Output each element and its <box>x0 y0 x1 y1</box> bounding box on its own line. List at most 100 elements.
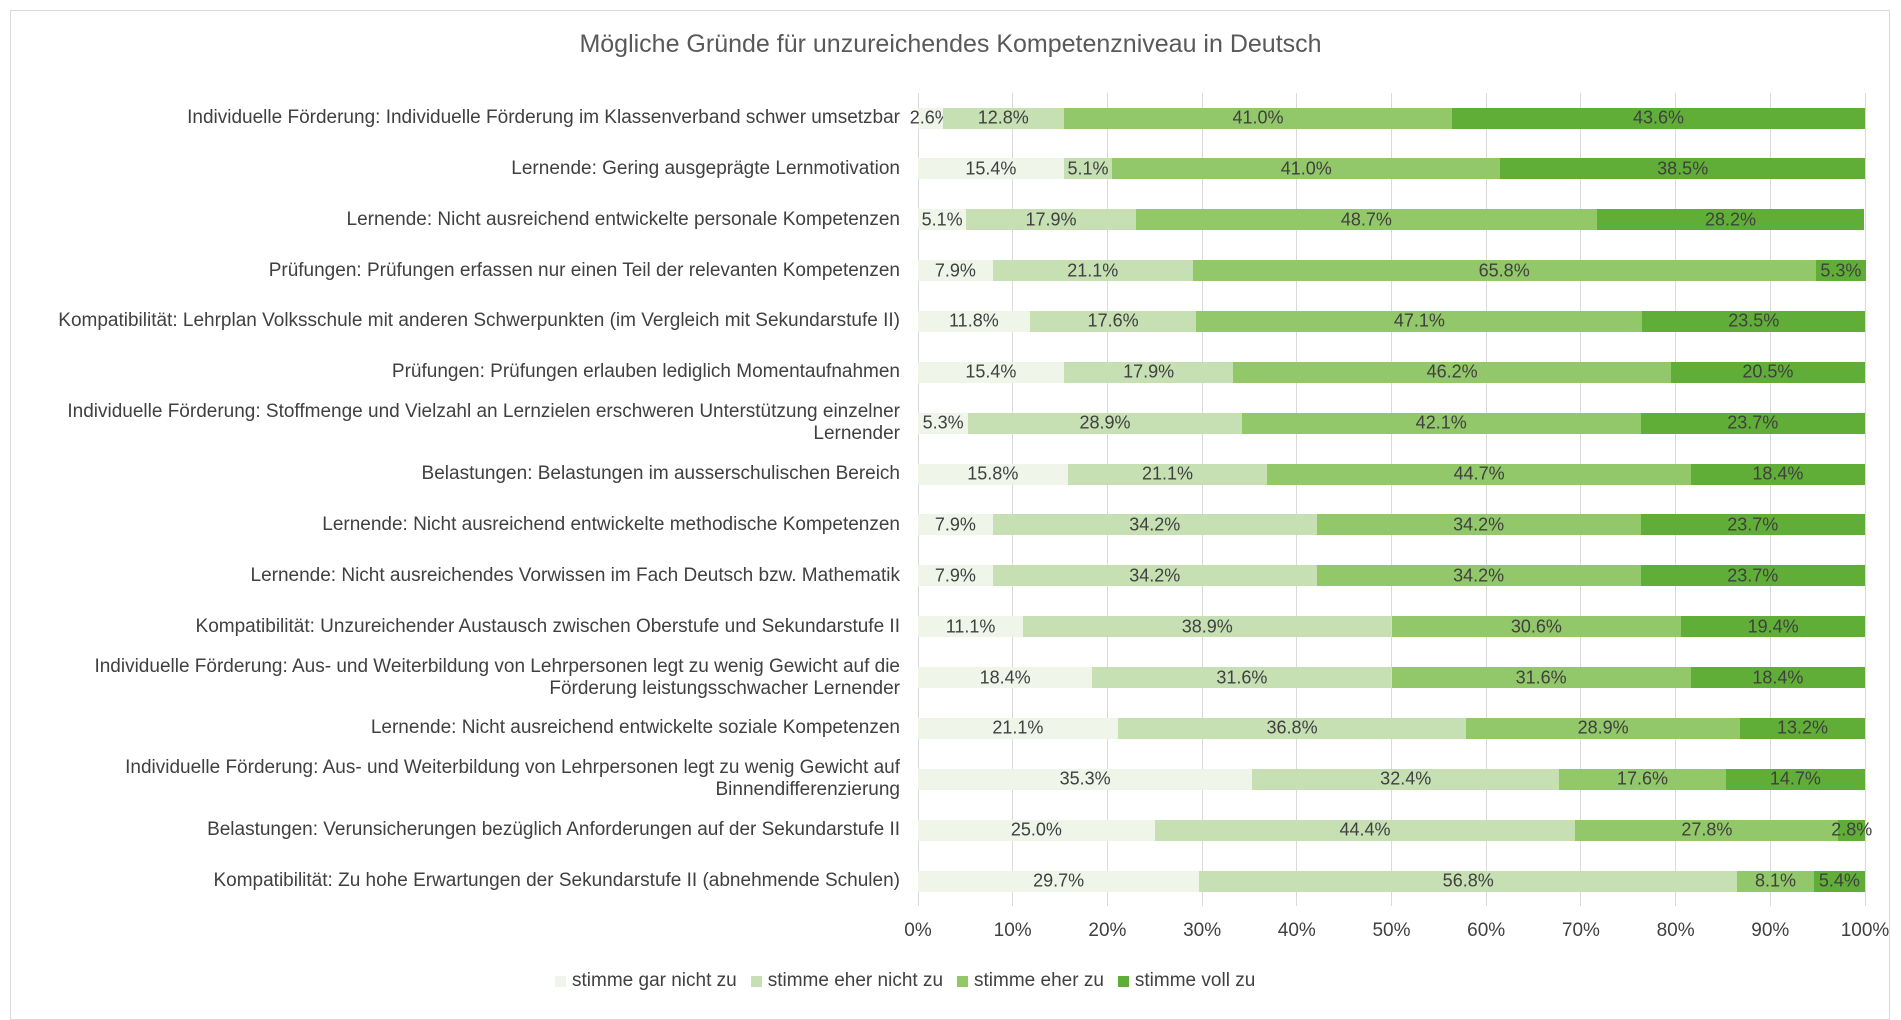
bar-segment <box>1192 260 1816 282</box>
legend-swatch <box>957 975 969 987</box>
bar-segment <box>918 361 1064 383</box>
legend-swatch <box>750 975 762 987</box>
bar-segment <box>1154 819 1576 841</box>
category-label: Lernende: Nicht ausreichendes Vorwissen … <box>250 564 900 586</box>
bar-segment <box>1559 768 1726 790</box>
chart-title: Mögliche Gründe für unzureichendes Kompe… <box>579 30 1322 58</box>
bar-segment <box>968 412 1242 434</box>
bar-segment <box>1739 717 1865 739</box>
bar-segment <box>1838 819 1865 841</box>
bar-segment <box>1815 260 1866 282</box>
grid-line <box>1675 92 1677 907</box>
value-label: 14.7% <box>1769 768 1821 789</box>
bar-segment <box>918 717 1118 739</box>
legend-swatch <box>1117 975 1129 987</box>
value-label: 25.0% <box>1010 819 1062 840</box>
category-label: Belastungen: Verunsicherungen bezüglich … <box>207 819 900 841</box>
value-label: 36.8% <box>1266 717 1318 738</box>
value-label: 2.6% <box>909 107 951 128</box>
bar-segment <box>918 616 1024 638</box>
value-label: 20.5% <box>1742 361 1794 382</box>
value-label: 46.2% <box>1426 361 1478 382</box>
bar-segment <box>1690 667 1865 689</box>
value-label: 8.1% <box>1754 870 1797 891</box>
bar-segment <box>1117 717 1467 739</box>
x-tick-label: 0% <box>904 920 932 942</box>
bar-segment <box>1690 463 1865 485</box>
value-label: 12.8% <box>977 107 1029 128</box>
value-label: 17.9% <box>1025 209 1077 230</box>
bar-segment <box>1737 870 1814 892</box>
x-tick-label: 40% <box>1277 920 1316 942</box>
bar-segment <box>1391 616 1682 638</box>
category-label: Belastungen: Belastungen im ausserschuli… <box>421 463 900 485</box>
bar-segment <box>1725 768 1865 790</box>
category-label: Kompatibilität: Lehrplan Volksschule mit… <box>58 310 900 332</box>
category-label: Prüfungen: Prüfungen erlauben lediglich … <box>391 361 900 383</box>
value-label: 35.3% <box>1059 768 1111 789</box>
value-label: 5.4% <box>1818 870 1860 891</box>
category-label: Lernende: Nicht ausreichend entwickelte … <box>322 513 900 535</box>
bar-segment <box>966 209 1136 231</box>
value-label: 2.8% <box>1831 819 1873 840</box>
grid-line <box>1864 92 1866 907</box>
bar-segment <box>992 565 1317 587</box>
value-label: 47.1% <box>1393 310 1445 331</box>
category-label: Kompatibilität: Unzureichender Austausch… <box>195 615 900 637</box>
value-label: 41.0% <box>1280 158 1332 179</box>
bar-segment <box>1452 107 1865 129</box>
bar-segment <box>992 514 1317 536</box>
value-label: 5.1% <box>1067 158 1109 179</box>
value-label: 17.6% <box>1616 768 1668 789</box>
bar-segment <box>1670 361 1865 383</box>
value-label: 23.7% <box>1727 565 1779 586</box>
legend-item: stimme voll zu <box>1117 970 1255 992</box>
legend-item: stimme gar nicht zu <box>555 970 737 992</box>
bar-segment <box>918 158 1064 180</box>
bar-segment <box>918 819 1155 841</box>
value-label: 34.2% <box>1129 565 1181 586</box>
category-label: Individuelle Förderung: Stoffmenge und V… <box>67 401 900 445</box>
value-label: 15.4% <box>965 361 1017 382</box>
bar-segment <box>992 260 1193 282</box>
bar-segment <box>1063 361 1234 383</box>
grid-line <box>1580 92 1582 907</box>
bar-segment <box>1067 463 1268 485</box>
value-label: 34.2% <box>1129 514 1181 535</box>
value-label: 17.6% <box>1087 310 1139 331</box>
value-label: 27.8% <box>1681 819 1733 840</box>
bar-segment <box>918 463 1068 485</box>
category-label: Individuelle Förderung: Individuelle För… <box>187 107 900 128</box>
grid-line <box>1391 92 1392 907</box>
bar-segment <box>918 412 969 434</box>
bar-segment <box>1466 717 1740 739</box>
grid-line <box>1296 92 1298 907</box>
bar-segment <box>918 565 993 587</box>
value-label: 30.6% <box>1510 616 1562 637</box>
bar-segment <box>1267 463 1691 485</box>
legend-swatch <box>555 975 566 987</box>
value-label: 18.4% <box>1752 667 1804 688</box>
value-label: 43.6% <box>1633 107 1685 128</box>
category-label: Kompatibilität: Zu hohe Erwartungen der … <box>213 870 900 892</box>
value-label: 17.9% <box>1123 361 1175 382</box>
value-label: 31.6% <box>1216 667 1268 688</box>
value-label: 38.5% <box>1657 158 1709 179</box>
category-label: Lernende: Nicht ausreichend entwickelte … <box>370 717 900 739</box>
x-tick-label: 60% <box>1467 920 1506 942</box>
value-label: 21.1% <box>1067 260 1119 281</box>
value-label: 65.8% <box>1478 260 1530 281</box>
bar-segment <box>1813 870 1865 892</box>
grid-line <box>917 92 919 907</box>
x-tick-label: 50% <box>1372 920 1411 942</box>
bar-segment <box>918 870 1200 892</box>
category-label: Individuelle Förderung: Aus- und Weiterb… <box>94 655 900 699</box>
bar-segment <box>1500 158 1865 180</box>
bar-segment <box>1642 310 1865 332</box>
value-label: 18.4% <box>1752 463 1804 484</box>
value-label: 11.8% <box>949 310 999 331</box>
value-label: 13.2% <box>1776 717 1829 738</box>
bar-segment <box>1241 412 1641 434</box>
legend-label: stimme gar nicht zu <box>572 970 737 991</box>
